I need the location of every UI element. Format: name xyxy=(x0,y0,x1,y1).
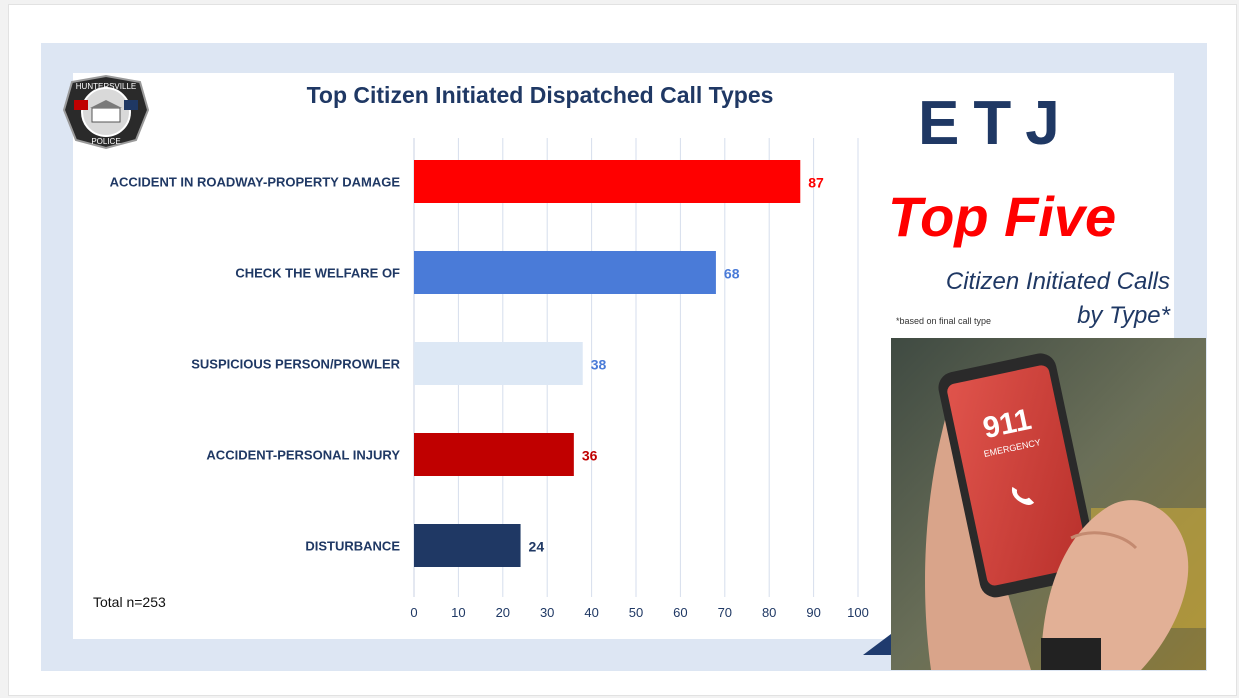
bar xyxy=(414,251,716,294)
category-label: ACCIDENT-PERSONAL INJURY xyxy=(206,448,400,463)
tick-label: 50 xyxy=(629,605,643,620)
category-label: ACCIDENT IN ROADWAY-PROPERTY DAMAGE xyxy=(110,175,401,190)
subtitle-line-1: Citizen Initiated Calls xyxy=(945,268,1170,295)
bar xyxy=(414,160,801,203)
footnote: *based on final call type xyxy=(896,316,992,326)
category-label: CHECK THE WELFARE OF xyxy=(235,266,400,281)
tick-label: 10 xyxy=(451,605,465,620)
tick-label: 70 xyxy=(718,605,732,620)
phone-call-icon xyxy=(1011,486,1035,506)
police-badge-icon: HUNTERSVILLE POLICE xyxy=(62,74,150,150)
subtitle-line-2: by Type* xyxy=(1077,302,1170,329)
data-label: 87 xyxy=(808,175,824,191)
category-label: SUSPICIOUS PERSON/PROWLER xyxy=(191,357,400,372)
bar xyxy=(414,524,521,567)
bar xyxy=(414,342,583,385)
phone-photo: 911 EMERGENCY xyxy=(891,338,1206,670)
etj-heading: ETJ xyxy=(918,89,1074,158)
tick-label: 30 xyxy=(540,605,554,620)
data-label: 68 xyxy=(724,266,740,282)
tick-label: 60 xyxy=(673,605,687,620)
chart-title: Top Citizen Initiated Dispatched Call Ty… xyxy=(306,82,774,108)
badge-bottom-text: POLICE xyxy=(91,137,120,146)
tick-label: 0 xyxy=(410,605,417,620)
tick-label: 20 xyxy=(496,605,510,620)
tick-label: 100 xyxy=(847,605,869,620)
data-label: 36 xyxy=(582,448,598,464)
data-label: 38 xyxy=(591,357,607,373)
tick-label: 90 xyxy=(806,605,820,620)
tick-label: 40 xyxy=(584,605,598,620)
bar-chart: ACCIDENT IN ROADWAY-PROPERTY DAMAGE 87 CHE… xyxy=(110,138,869,620)
badge-top-text: HUNTERSVILLE xyxy=(76,82,136,91)
category-label: DISTURBANCE xyxy=(305,539,400,554)
bar xyxy=(414,433,574,476)
tick-label: 80 xyxy=(762,605,776,620)
top-five-heading: Top Five xyxy=(888,185,1117,248)
total-label: Total n=253 xyxy=(93,594,166,610)
data-label: 24 xyxy=(529,539,545,555)
